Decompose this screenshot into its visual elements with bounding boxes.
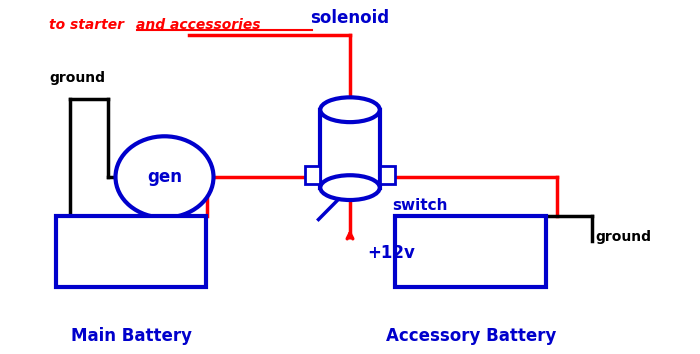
Bar bbox=[56, 216, 206, 287]
Ellipse shape bbox=[321, 175, 379, 200]
Text: and accessories: and accessories bbox=[136, 18, 261, 32]
Text: Accessory Battery: Accessory Battery bbox=[386, 327, 556, 345]
Bar bbox=[305, 166, 321, 184]
Text: gen: gen bbox=[147, 168, 182, 186]
Text: switch: switch bbox=[392, 198, 447, 213]
Text: +12v: +12v bbox=[368, 244, 415, 262]
Text: solenoid: solenoid bbox=[310, 9, 390, 27]
Bar bbox=[395, 216, 546, 287]
Text: to starter: to starter bbox=[49, 18, 129, 32]
Text: ground: ground bbox=[49, 71, 105, 85]
Text: ground: ground bbox=[595, 230, 651, 244]
Bar bbox=[321, 110, 379, 188]
Ellipse shape bbox=[116, 136, 214, 218]
Ellipse shape bbox=[321, 97, 379, 122]
Bar bbox=[379, 166, 395, 184]
Text: Main Battery: Main Battery bbox=[71, 327, 192, 345]
